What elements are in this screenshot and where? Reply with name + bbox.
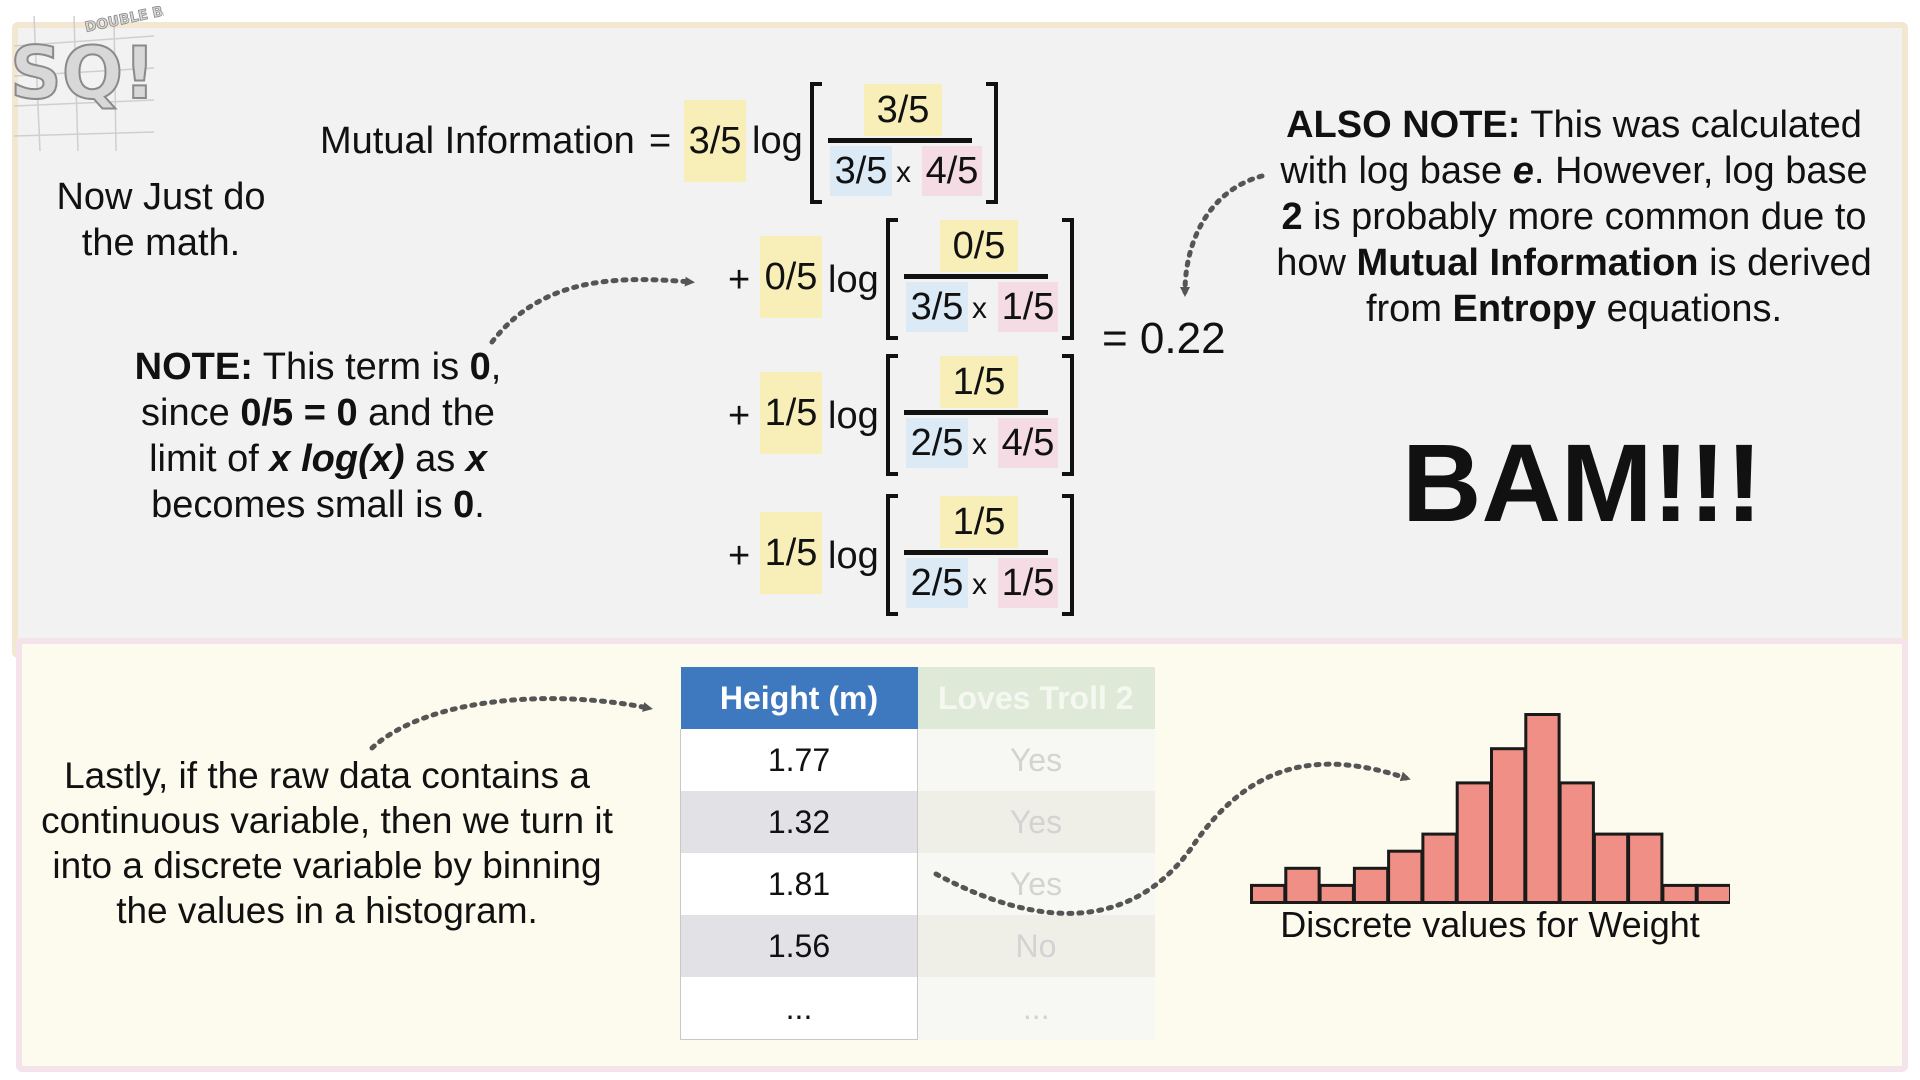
- histogram-bar: [1627, 832, 1664, 904]
- histogram-bar: [1352, 866, 1390, 904]
- histogram-bar: [1421, 832, 1458, 904]
- data-table: Height (m) Loves Troll 2 1.77 Yes 1.32 Y…: [680, 667, 1155, 1040]
- instruction-text: Now Just do the math.: [56, 176, 266, 264]
- lastly-text: Lastly, if the raw data contains a conti…: [41, 755, 613, 931]
- term1-numerator: 3/5: [864, 84, 942, 136]
- term2-left-bracket: [886, 218, 898, 340]
- histogram-bar: [1695, 883, 1730, 904]
- term4-coefficient: 1/5: [760, 512, 822, 594]
- cell-loves-troll-2: Yes: [917, 853, 1155, 915]
- histogram-bar: [1387, 849, 1424, 904]
- term1-times: x: [896, 156, 911, 189]
- term1-coefficient: 3/5: [684, 100, 746, 182]
- term1-left-bracket: [810, 82, 822, 204]
- histogram-bar: [1661, 883, 1698, 904]
- cell-height: 1.77: [680, 729, 918, 791]
- term2-plus: +: [728, 259, 751, 301]
- table-row: ... ...: [680, 977, 1155, 1040]
- term2-times: x: [972, 292, 987, 325]
- histogram-bar: [1558, 781, 1595, 904]
- term2-log: log: [828, 259, 879, 301]
- histogram-bar: [1318, 883, 1355, 904]
- term3-log: log: [828, 395, 879, 437]
- term4-fraction-bar: [904, 550, 1048, 555]
- term2-coefficient: 0/5: [760, 236, 822, 318]
- term3-numerator: 1/5: [940, 356, 1018, 408]
- table-row: 1.81 Yes: [680, 853, 1155, 915]
- formula-lhs: Mutual Information: [320, 120, 635, 162]
- formula-equals: =: [649, 120, 672, 162]
- cell-loves-troll-2: ...: [917, 977, 1155, 1040]
- histogram-bar: [1250, 883, 1287, 904]
- term3-plus: +: [728, 395, 751, 437]
- also-note-text: ALSO NOTE: This was calculated with log …: [1276, 104, 1872, 330]
- term2-denominator-2: 1/5: [998, 282, 1058, 332]
- term3-denominator-1: 2/5: [906, 418, 968, 468]
- header-loves-troll-2: Loves Troll 2: [917, 667, 1155, 729]
- term2-fraction-bar: [904, 274, 1048, 279]
- logo-art: SQ! DOUBLE BAM!!!: [9, 0, 208, 152]
- term3-right-bracket: [1062, 354, 1074, 476]
- term4-left-bracket: [886, 494, 898, 616]
- term3-times: x: [972, 428, 987, 461]
- term1-denominator-2: 4/5: [922, 146, 982, 196]
- term1-denominator-1: 3/5: [830, 146, 892, 196]
- cell-height: 1.56: [680, 915, 918, 977]
- table-row: 1.77 Yes: [680, 729, 1155, 791]
- cell-height: ...: [680, 977, 918, 1040]
- term4-right-bracket: [1062, 494, 1074, 616]
- histogram-bar: [1284, 866, 1321, 904]
- term4-numerator: 1/5: [940, 496, 1018, 548]
- header-height: Height (m): [680, 667, 918, 729]
- cell-height: 1.81: [680, 853, 918, 915]
- histogram-bar: [1490, 747, 1527, 904]
- cell-loves-troll-2: Yes: [917, 729, 1155, 791]
- term4-denominator-1: 2/5: [906, 558, 968, 608]
- histogram-caption: Discrete values for Weight: [1280, 904, 1700, 945]
- term1-log: log: [752, 120, 803, 162]
- statquest-logo: SQ! DOUBLE BAM!!!: [4, 0, 208, 156]
- term4-times: x: [972, 568, 987, 601]
- term2-right-bracket: [1062, 218, 1074, 340]
- histogram-bar: [1524, 713, 1561, 904]
- bam-text: BAM!!!: [1402, 422, 1763, 545]
- term3-left-bracket: [886, 354, 898, 476]
- term3-fraction-bar: [904, 410, 1048, 415]
- term3-denominator-2: 4/5: [998, 418, 1058, 468]
- formula-result: = 0.22: [1102, 314, 1226, 363]
- term1-right-bracket: [986, 82, 998, 204]
- note-text: NOTE: This term is 0, since 0/5 = 0 and …: [134, 346, 502, 526]
- table-header-row: Height (m) Loves Troll 2: [680, 667, 1155, 729]
- cell-loves-troll-2: Yes: [917, 791, 1155, 853]
- term3-coefficient: 1/5: [760, 372, 822, 454]
- cell-loves-troll-2: No: [917, 915, 1155, 977]
- term4-log: log: [828, 535, 879, 577]
- table-row: 1.32 Yes: [680, 791, 1155, 853]
- cell-height: 1.32: [680, 791, 918, 853]
- term2-numerator: 0/5: [940, 220, 1018, 272]
- logo-text: SQ!: [10, 31, 156, 115]
- term1-fraction-bar: [828, 138, 972, 143]
- weight-histogram: [1250, 713, 1730, 904]
- term2-denominator-1: 3/5: [906, 282, 968, 332]
- term4-denominator-2: 1/5: [998, 558, 1058, 608]
- histogram-bar: [1455, 781, 1492, 904]
- histogram-bar: [1592, 832, 1630, 904]
- term4-plus: +: [728, 535, 751, 577]
- table-row: 1.56 No: [680, 915, 1155, 977]
